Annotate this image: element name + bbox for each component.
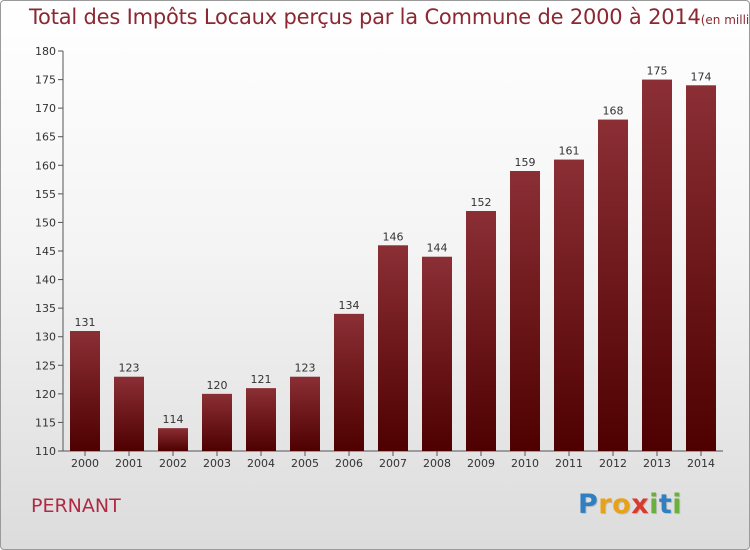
y-tick-label: 140 (35, 274, 56, 287)
data-label: 146 (383, 230, 404, 243)
proxiti-logo: Proxiti (578, 489, 682, 520)
commune-name: PERNANT (31, 495, 121, 517)
logo-letter: t (658, 489, 673, 520)
data-label: 161 (559, 145, 580, 158)
bar (466, 211, 496, 451)
data-label: 131 (75, 316, 96, 329)
data-label: 168 (603, 105, 624, 118)
y-tick-label: 150 (35, 216, 56, 229)
y-tick-label: 130 (35, 331, 56, 344)
x-tick-label: 2014 (687, 457, 715, 470)
x-tick-label: 2001 (115, 457, 143, 470)
bar (202, 393, 232, 451)
data-label: 134 (339, 299, 360, 312)
y-tick-label: 120 (35, 388, 56, 401)
bar (378, 245, 408, 451)
y-tick-label: 165 (35, 131, 56, 144)
bar (70, 331, 100, 451)
logo-letter: x (631, 489, 650, 520)
axes: 110 115 120 125 130 135 140 145 150 155 160 165 170 1… (35, 45, 723, 470)
y-tick-label: 135 (35, 302, 56, 315)
x-tick-label: 2006 (335, 457, 363, 470)
bar (510, 171, 540, 451)
bar (246, 388, 276, 451)
bar (290, 376, 320, 451)
chart-title: Total des Impôts Locaux perçus par la Co… (29, 5, 750, 29)
y-tick-label: 125 (35, 359, 56, 372)
bars (70, 79, 716, 452)
x-tick-label: 2011 (555, 457, 583, 470)
data-label: 175 (647, 65, 668, 78)
y-tick-label: 160 (35, 159, 56, 172)
bar (422, 256, 452, 451)
x-tick-label: 2007 (379, 457, 407, 470)
y-tick-label: 145 (35, 245, 56, 258)
x-tick-label: 2012 (599, 457, 627, 470)
data-label: 144 (427, 242, 448, 255)
data-label: 152 (471, 196, 492, 209)
bar (158, 428, 188, 451)
logo-letter: r (598, 489, 613, 520)
bar (642, 79, 672, 452)
bar (598, 119, 628, 452)
x-tick-label: 2004 (247, 457, 275, 470)
data-label: 174 (691, 70, 712, 83)
data-label: 121 (251, 373, 272, 386)
y-tick-label: 180 (35, 45, 56, 58)
x-tick-label: 2009 (467, 457, 495, 470)
data-label: 114 (163, 413, 184, 426)
y-tick-label: 175 (35, 74, 56, 87)
x-tick-label: 2010 (511, 457, 539, 470)
y-tick-label: 110 (35, 445, 56, 458)
x-tick-label: 2000 (71, 457, 99, 470)
data-label: 159 (515, 156, 536, 169)
logo-letter: i (672, 489, 683, 520)
data-label: 123 (295, 362, 316, 375)
logo-letter: P (578, 489, 599, 520)
x-tick-label: 2002 (159, 457, 187, 470)
title-text: Total des Impôts Locaux perçus par la Co… (29, 5, 701, 29)
x-tick-label: 2013 (643, 457, 671, 470)
data-labels: 131 123 114 120 121 123 134 146 144 152 159 161 168 1… (75, 65, 712, 427)
bar (554, 159, 584, 452)
y-tick-label: 170 (35, 102, 56, 115)
data-label: 120 (207, 379, 228, 392)
data-label: 123 (119, 362, 140, 375)
bar (334, 313, 364, 451)
y-tick-label: 155 (35, 188, 56, 201)
x-tick-label: 2008 (423, 457, 451, 470)
title-unit: (en milliers d'€) (700, 13, 750, 27)
bar (114, 376, 144, 451)
logo-letter: o (612, 489, 632, 520)
bar (686, 85, 716, 452)
x-tick-label: 2005 (291, 457, 319, 470)
logo-letter: i (649, 489, 659, 520)
x-tick-label: 2003 (203, 457, 231, 470)
y-tick-label: 115 (35, 416, 56, 429)
